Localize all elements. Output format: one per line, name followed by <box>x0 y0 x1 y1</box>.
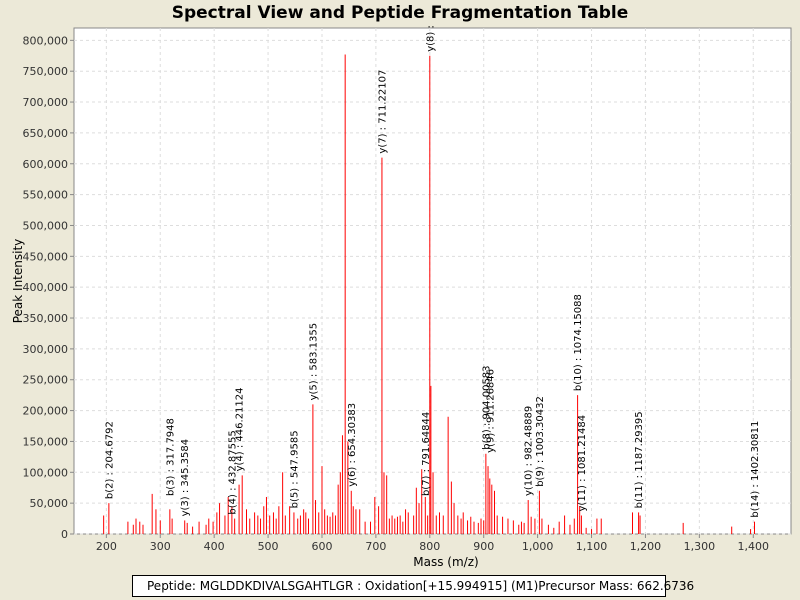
peak-bars <box>103 54 756 534</box>
peak-annotation-label: b(8) : 904.00583 <box>481 365 492 449</box>
x-tick-label: 500 <box>258 540 279 553</box>
y-tick-label: 300,000 <box>23 343 69 356</box>
peak-annotation-label: y(4) : 446.21124 <box>235 387 246 471</box>
x-tick-label: 1,200 <box>630 540 662 553</box>
x-tick-label: 300 <box>150 540 171 553</box>
y-tick-label: 250,000 <box>23 374 69 387</box>
y-tick-label: 100,000 <box>23 466 69 479</box>
y-tick-label: 500,000 <box>23 219 69 232</box>
x-tick-label: 1,300 <box>684 540 716 553</box>
peak-annotation-label: y(10) : 982.48889 <box>524 406 535 496</box>
peak-annotation-label: b(4) : 432.87555 <box>227 430 238 514</box>
chart-title: Spectral View and Peptide Fragmentation … <box>171 3 629 23</box>
x-tick-label: 1,100 <box>576 540 608 553</box>
y-tick-label: 700,000 <box>23 96 69 109</box>
peak-annotation-label: b(5) : 547.9585 <box>289 430 300 508</box>
y-tick-label: 350,000 <box>23 312 69 325</box>
y-axis-label: Peak Intensity <box>11 239 25 324</box>
peak-annotation-label: y(5) : 583.1355 <box>308 323 319 401</box>
y-axis-ticks: 0 50,000 100,000 150,000 200,000 250,000 300,0… <box>23 34 74 541</box>
peak-annotation-label: b(10) : 1074.15088 <box>573 294 584 391</box>
peak-annotation-label: b(3) : 317.7948 <box>165 418 176 496</box>
y-tick-label: 50,000 <box>30 497 69 510</box>
peak-annotation-label: y(3) : 345.3584 <box>180 439 191 517</box>
x-tick-label: 1,400 <box>738 540 770 553</box>
y-tick-label: 550,000 <box>23 189 69 202</box>
peak-annotation-label: b(7) : 791.64844 <box>421 412 432 496</box>
peak-annotation-label: b(14) : 1402.30811 <box>750 421 761 518</box>
peak-annotation-label: y(8) : <box>425 25 436 52</box>
peak-annotation-label: b(11) : 1187.29395 <box>634 411 645 508</box>
y-tick-label: 600,000 <box>23 158 69 171</box>
plot-area[interactable] <box>73 27 792 535</box>
x-tick-label: 800 <box>419 540 440 553</box>
precursor-mass: Precursor Mass: 662.6736 <box>538 579 695 593</box>
y-tick-label: 650,000 <box>23 127 69 140</box>
x-tick-label: 200 <box>96 540 117 553</box>
y-tick-label: 450,000 <box>23 250 69 263</box>
x-tick-label: 600 <box>311 540 332 553</box>
peptide-sequence: Peptide: MGLDDKDIVALSGAHTLGR : Oxidation… <box>147 579 539 593</box>
x-tick-label: 900 <box>473 540 494 553</box>
x-tick-label: 400 <box>204 540 225 553</box>
peak-annotation-label: y(9) : 911.26846 <box>485 369 496 453</box>
x-tick-label: 1,000 <box>522 540 554 553</box>
peak-annotation-label: b(9) : 1003.30432 <box>535 396 546 487</box>
y-tick-label: 0 <box>61 528 68 541</box>
x-axis-label: Mass (m/z) <box>413 555 478 569</box>
peak-annotation-label: y(7) : 711.22107 <box>377 70 388 154</box>
peptide-info-box: Peptide: MGLDDKDIVALSGAHTLGR : Oxidation… <box>132 575 694 597</box>
x-tick-label: 700 <box>365 540 386 553</box>
y-tick-label: 800,000 <box>23 34 69 47</box>
y-tick-label: 400,000 <box>23 281 69 294</box>
y-tick-label: 750,000 <box>23 65 69 78</box>
y-tick-label: 200,000 <box>23 405 69 418</box>
x-axis-ticks: 200 300 400 500 600 700 800 900 1,000 1,100 1,200 1… <box>96 534 769 553</box>
peak-annotation-label: b(2) : 204.6792 <box>104 421 115 499</box>
peak-annotations: b(2) : 204.6792 b(3) : 317.7948 y(3) : 345… <box>104 25 761 518</box>
peak-annotation-label: y(11) : 1081.21484 <box>577 415 588 512</box>
peak-annotation-label: y(6) : 654.30383 <box>347 403 358 487</box>
y-tick-label: 150,000 <box>23 435 69 448</box>
